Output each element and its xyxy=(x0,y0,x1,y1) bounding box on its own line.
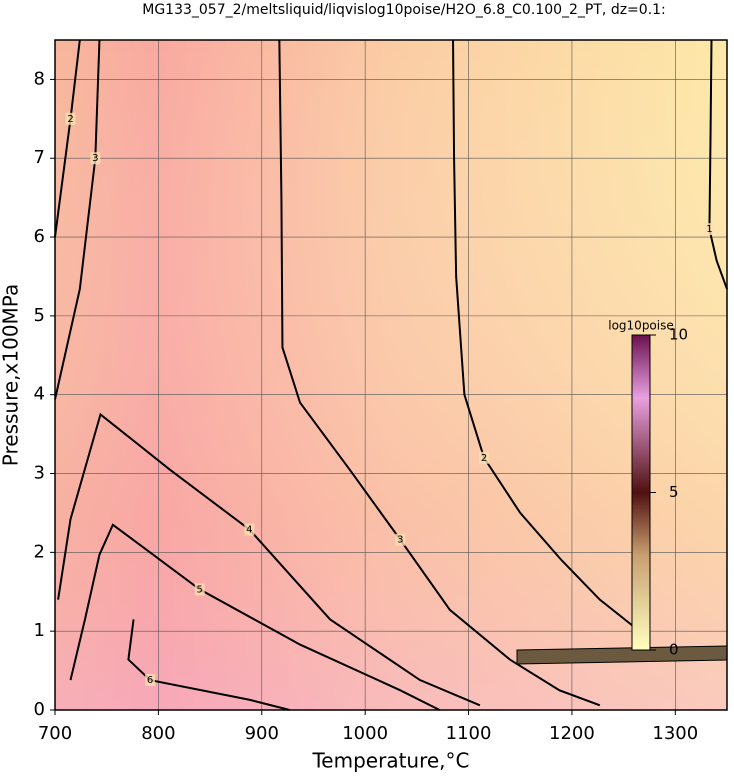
y-tick-label: 0 xyxy=(34,699,45,720)
contour-label: 6 xyxy=(147,675,153,686)
y-axis-label: Pressure,x100MPa xyxy=(0,284,23,466)
contour-label-bg xyxy=(194,583,205,596)
colorbar-tick-label: 5 xyxy=(669,483,679,501)
y-tick-label: 1 xyxy=(34,620,45,641)
contour-line xyxy=(54,39,81,238)
contour-label: 2 xyxy=(67,114,73,125)
contour-label-bg xyxy=(395,533,406,546)
x-tick-label: 1200 xyxy=(549,723,595,744)
x-tick-label: 800 xyxy=(141,723,175,744)
colorbar-ramp xyxy=(631,334,651,651)
contours: 1 2 3 4 5 6 3 2 xyxy=(54,39,728,711)
contour-label: 4 xyxy=(246,524,252,535)
contour-line xyxy=(278,39,601,707)
colorbar: log10poise 0 5 10 xyxy=(608,319,688,659)
plot-frame xyxy=(54,39,728,711)
contour-line xyxy=(69,523,441,711)
x-tick-label: 700 xyxy=(38,723,72,744)
contour-label: 5 xyxy=(197,584,203,595)
x-axis-label: Temperature,°C xyxy=(311,749,469,773)
y-tick-label: 3 xyxy=(34,463,45,484)
x-tick-label: 1100 xyxy=(446,723,492,744)
y-tick-label: 4 xyxy=(34,384,45,405)
y-tick-label: 2 xyxy=(34,541,45,562)
x-tick-label: 1300 xyxy=(652,723,698,744)
contour-label: 3 xyxy=(397,535,403,546)
chart-title: MG133_057_2/meltsliquid/liqvislog10poise… xyxy=(142,2,666,18)
y-tick-label: 7 xyxy=(34,147,45,168)
colorbar-label: log10poise xyxy=(608,319,674,333)
contour-label-bg xyxy=(90,152,101,165)
contour-label-bg xyxy=(244,523,255,536)
colorbar-tick-label: 10 xyxy=(669,326,688,344)
y-tick-label: 5 xyxy=(34,305,45,326)
y-tick-label: 8 xyxy=(34,68,45,89)
contour-label-bg xyxy=(479,451,490,464)
contour-label: 1 xyxy=(706,224,712,235)
colorbar-tick-label: 0 xyxy=(669,641,679,659)
contour-label: 3 xyxy=(92,153,98,164)
y-tick-label: 6 xyxy=(34,226,45,247)
x-tick-label: 900 xyxy=(245,723,279,744)
contour-label-bg xyxy=(145,674,156,687)
contour-line xyxy=(57,412,481,707)
plot-shade xyxy=(55,40,727,710)
contour-line xyxy=(54,39,101,400)
contour-label: 2 xyxy=(481,453,487,464)
x-tick-label: 1000 xyxy=(342,723,388,744)
contour-label-bg xyxy=(65,112,76,125)
contour-label-bg xyxy=(704,223,715,236)
